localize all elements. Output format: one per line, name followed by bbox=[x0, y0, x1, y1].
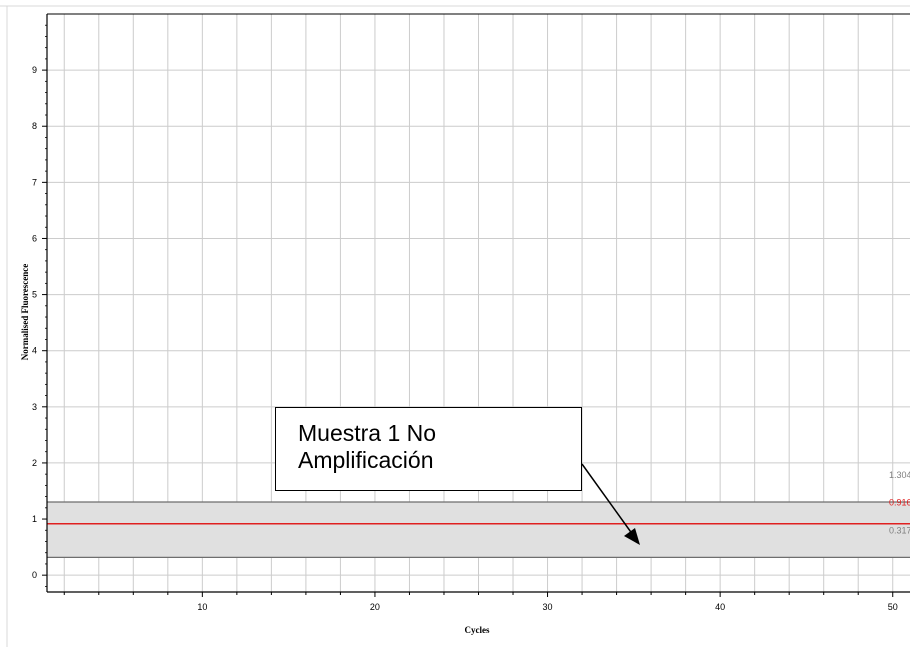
y-tick-label: 3 bbox=[32, 402, 37, 412]
y-axis-label: Normalised Fluorescence bbox=[20, 264, 30, 361]
x-tick-label: 30 bbox=[543, 602, 553, 612]
x-tick-label: 50 bbox=[888, 602, 898, 612]
y-tick-label: 0 bbox=[32, 570, 37, 580]
y-tick-label: 9 bbox=[32, 65, 37, 75]
y-tick-label: 2 bbox=[32, 458, 37, 468]
threshold-band bbox=[47, 501, 910, 558]
y-tick-label: 5 bbox=[32, 290, 37, 300]
band-upper-label: 1.304 bbox=[889, 470, 910, 480]
y-tick-label: 8 bbox=[32, 121, 37, 131]
x-tick-label: 10 bbox=[197, 602, 207, 612]
y-tick-label: 6 bbox=[32, 233, 37, 243]
y-tick-label: 1 bbox=[32, 514, 37, 524]
x-axis-label: Cycles bbox=[465, 625, 490, 635]
band-lower-label: 0.317 bbox=[889, 526, 910, 536]
x-tick-label: 20 bbox=[370, 602, 380, 612]
axes bbox=[42, 13, 910, 597]
arrow-head bbox=[624, 528, 640, 545]
threshold-label: 0.916 bbox=[889, 498, 910, 508]
annotation-callout: Muestra 1 No Amplificación bbox=[275, 407, 582, 491]
annotation-line-1: Muestra 1 No bbox=[298, 420, 437, 446]
annotation-line-2: Amplificación bbox=[298, 447, 434, 473]
tick-labels: 1.304 0.916 0.317 0 1 2 3 4 5 6 7 8 9 10 20 30 40 50 bbox=[32, 65, 910, 612]
band-fill bbox=[47, 501, 910, 558]
arrow-shaft bbox=[581, 463, 634, 536]
y-tick-label: 7 bbox=[32, 177, 37, 187]
callout-arrow bbox=[581, 463, 640, 545]
x-tick-label: 40 bbox=[715, 602, 725, 612]
y-tick-label: 4 bbox=[32, 346, 37, 356]
